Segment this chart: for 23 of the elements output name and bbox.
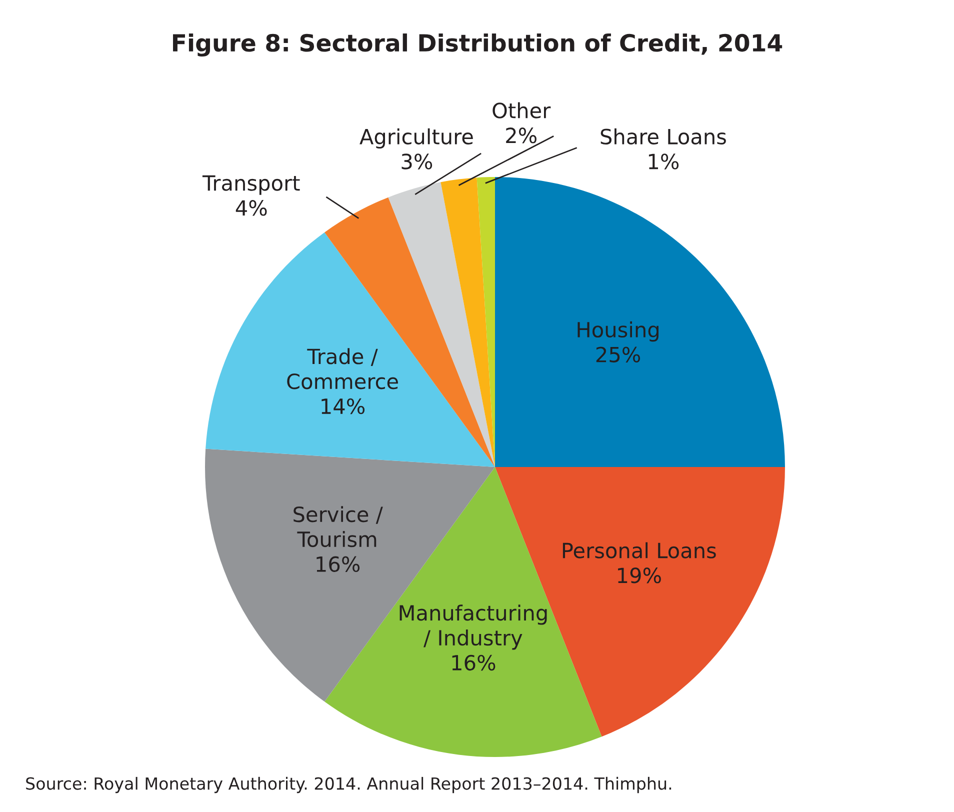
source-note: Source: Royal Monetary Authority. 2014. Annual Report 2013–2014. Thimphu. [26, 776, 672, 794]
slice-label: Manufacturing / Industry [400, 604, 547, 650]
slice-label: Transport [202, 175, 300, 195]
data-label: 19% [618, 568, 661, 584]
pie-slice [206, 232, 495, 467]
data-label: 1% [648, 154, 679, 170]
data-label: 16% [316, 556, 360, 572]
slice-label: Housing [578, 321, 658, 342]
data-label: 25% [596, 346, 640, 362]
chart-title: Figure 8: Sectoral Distribution of Credit, 2014 [173, 33, 782, 57]
data-label: 16% [452, 654, 496, 671]
data-label: 2% [506, 128, 536, 144]
pie-slice [495, 177, 785, 467]
slice-label: Agriculture [360, 128, 473, 149]
pie-slice [440, 178, 495, 467]
data-label: 4% [236, 200, 267, 216]
slice-label: Share Loans [600, 128, 726, 144]
slice-label: Other [492, 102, 551, 118]
data-label: 14% [322, 398, 365, 414]
slice-label: Personal Loans [562, 542, 716, 558]
slice-label: Service / Tourism [294, 506, 383, 548]
data-label: 3% [402, 154, 432, 170]
slice-label: Trade / Commerce [287, 348, 398, 390]
